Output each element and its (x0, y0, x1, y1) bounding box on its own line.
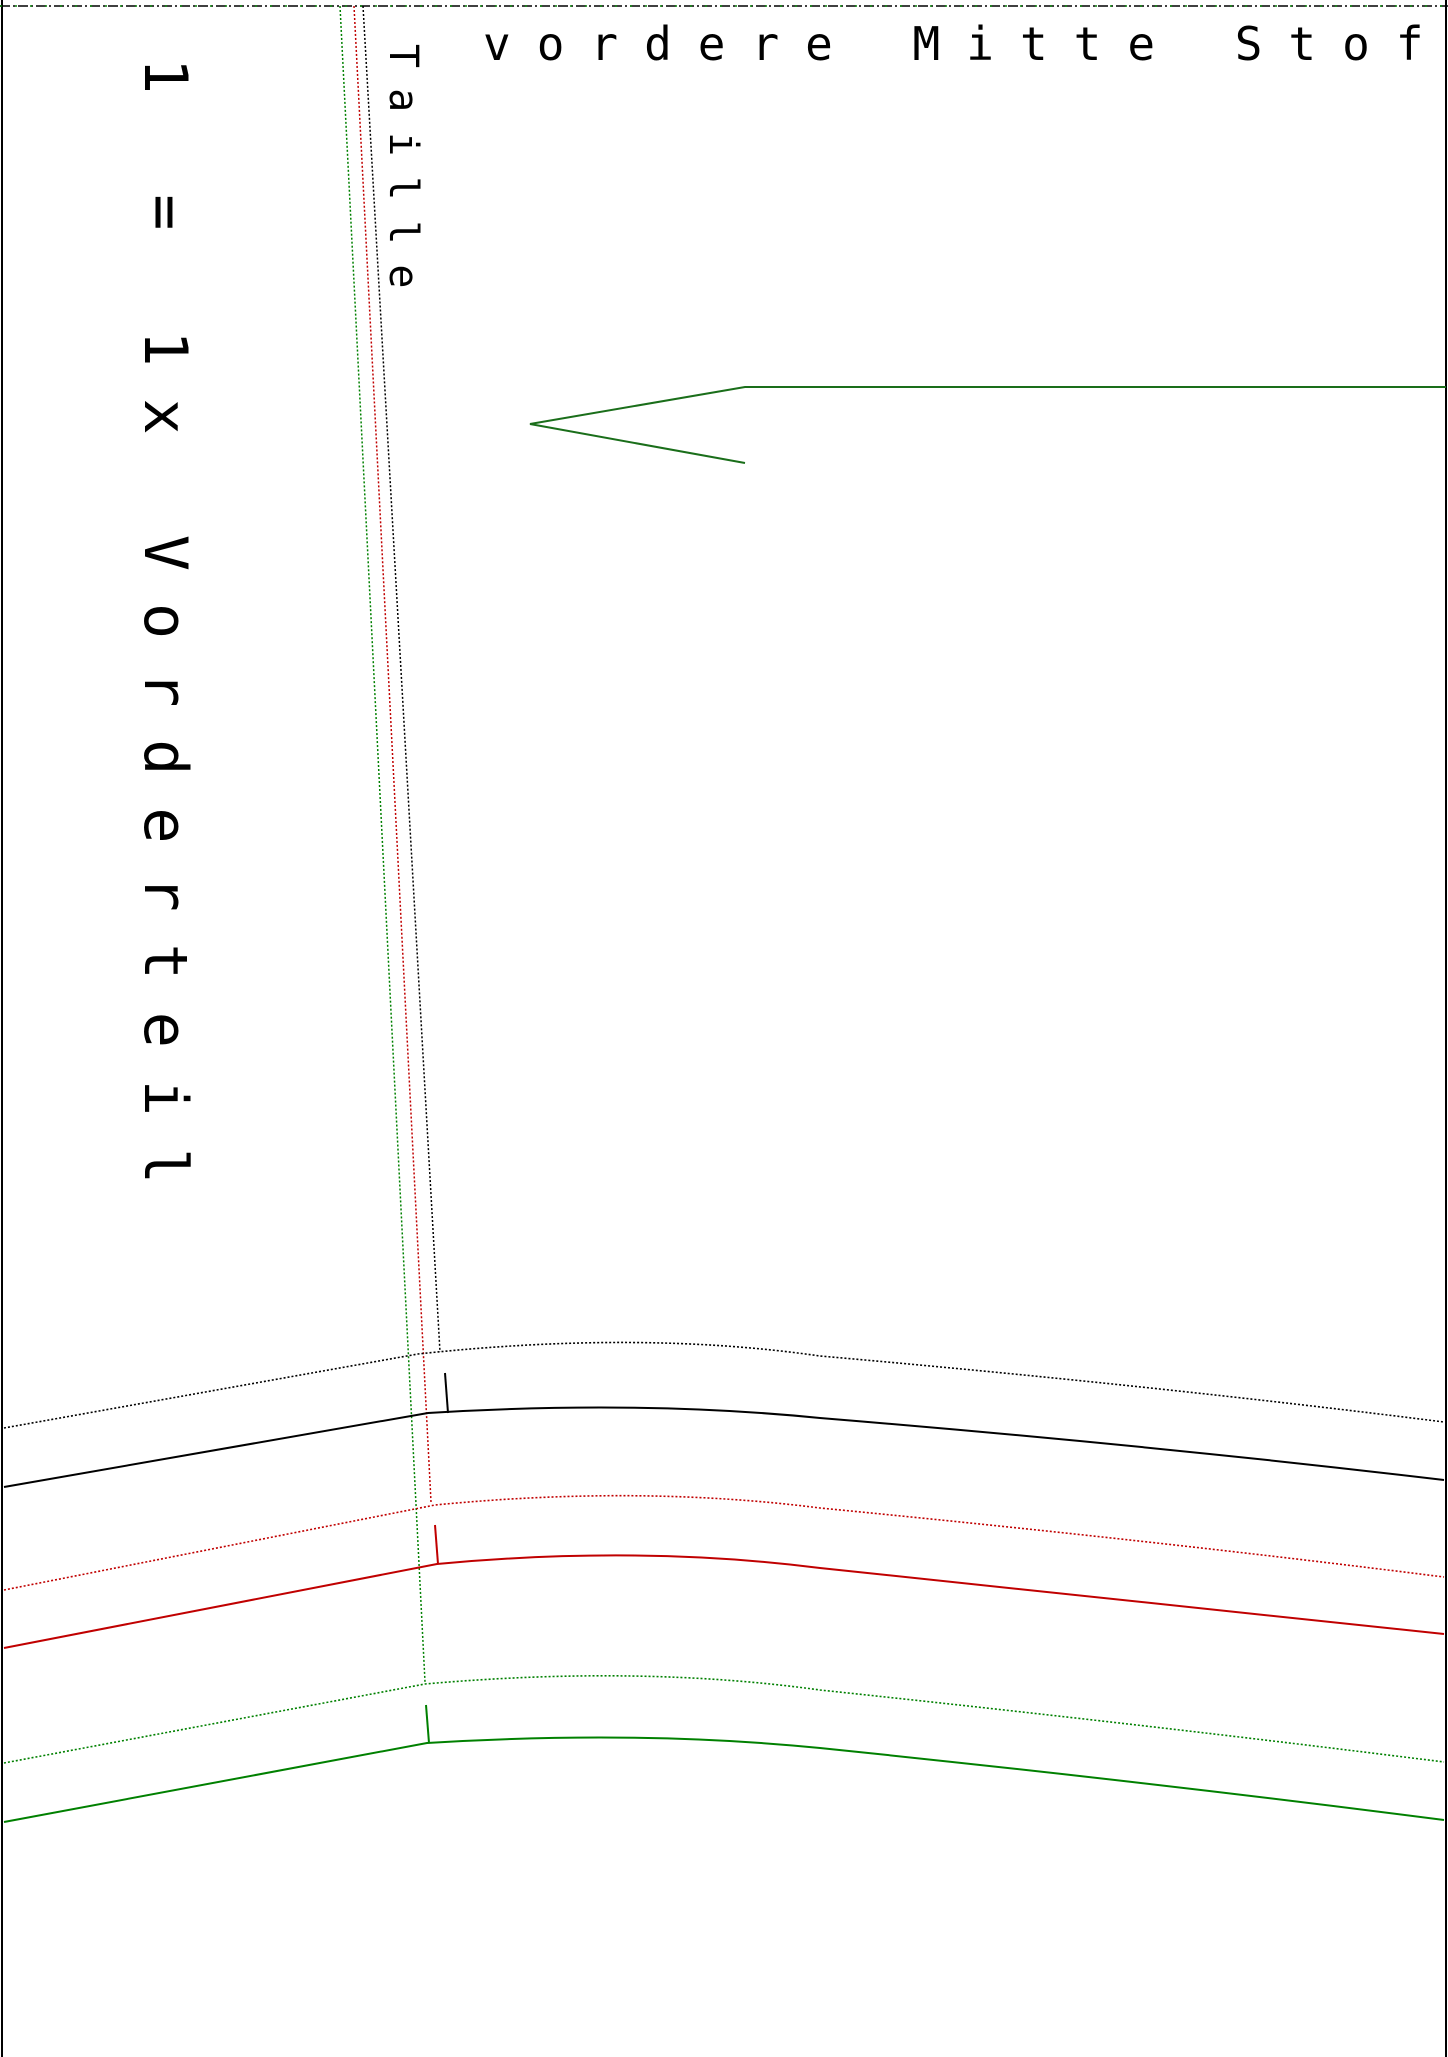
hem-line-green (3, 1736, 1445, 1823)
waist-label: Taille (380, 44, 426, 309)
notch-green (425, 1704, 430, 1744)
hem-line-red-dotted (3, 1494, 1445, 1591)
side-seam-black (362, 5, 441, 1353)
notch-red (434, 1524, 439, 1565)
fold-label: vordere Mitte Stoffbru (483, 17, 1448, 71)
hem-line-black (3, 1406, 1445, 1488)
grain-line-arrow (529, 386, 1446, 464)
notch-black (444, 1372, 449, 1414)
piece-label: 1 = 1x Vorderteil (130, 58, 200, 1216)
side-seam-red (353, 5, 432, 1503)
hem-line-green-dotted (3, 1675, 1445, 1764)
hem-line-black-dotted (3, 1341, 1445, 1429)
hem-line-red (3, 1554, 1445, 1649)
